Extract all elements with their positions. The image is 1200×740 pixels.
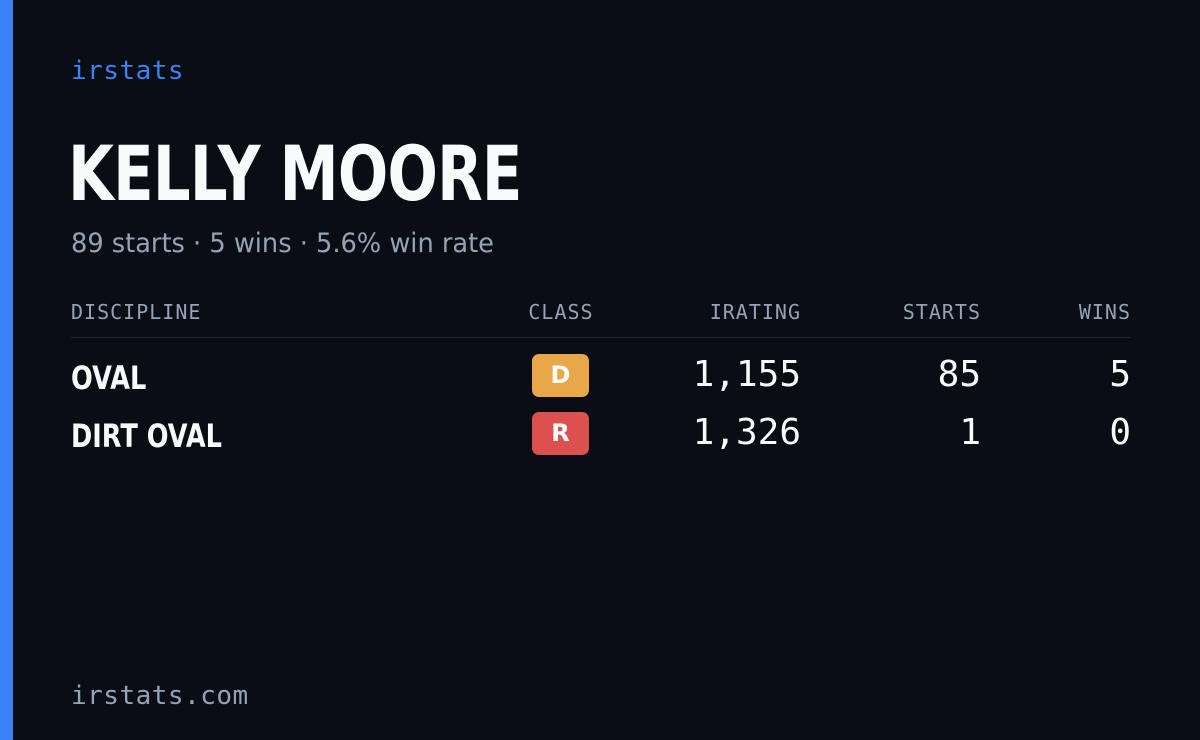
wins-value: 5 <box>1109 354 1131 395</box>
header-divider <box>71 337 1131 338</box>
irating-value: 1,326 <box>692 412 801 453</box>
wins-value: 0 <box>1109 412 1131 453</box>
header-irating: IRATING <box>709 300 801 324</box>
irating-value: 1,155 <box>692 354 801 395</box>
footer-url: irstats.com <box>71 681 249 711</box>
driver-name: KELLY MOORE <box>68 129 522 218</box>
driver-summary: 89 starts · 5 wins · 5.6% win rate <box>71 228 494 259</box>
brand-logo-text: irstats <box>71 56 185 86</box>
starts-value: 1 <box>959 412 981 453</box>
header-wins: WINS <box>1078 300 1131 324</box>
table-row: DIRT OVAL R 1,326 1 0 <box>71 410 1131 456</box>
class-badge: D <box>532 354 589 397</box>
header-class: CLASS <box>528 300 594 324</box>
starts-value: 85 <box>937 354 981 395</box>
header-starts: STARTS <box>902 300 981 324</box>
header-discipline: DISCIPLINE <box>71 300 202 324</box>
discipline-name: OVAL <box>71 359 147 397</box>
discipline-name: DIRT OVAL <box>71 417 222 455</box>
table-row: OVAL D 1,155 85 5 <box>71 352 1131 398</box>
class-badge: R <box>532 412 589 455</box>
accent-bar <box>0 0 13 740</box>
